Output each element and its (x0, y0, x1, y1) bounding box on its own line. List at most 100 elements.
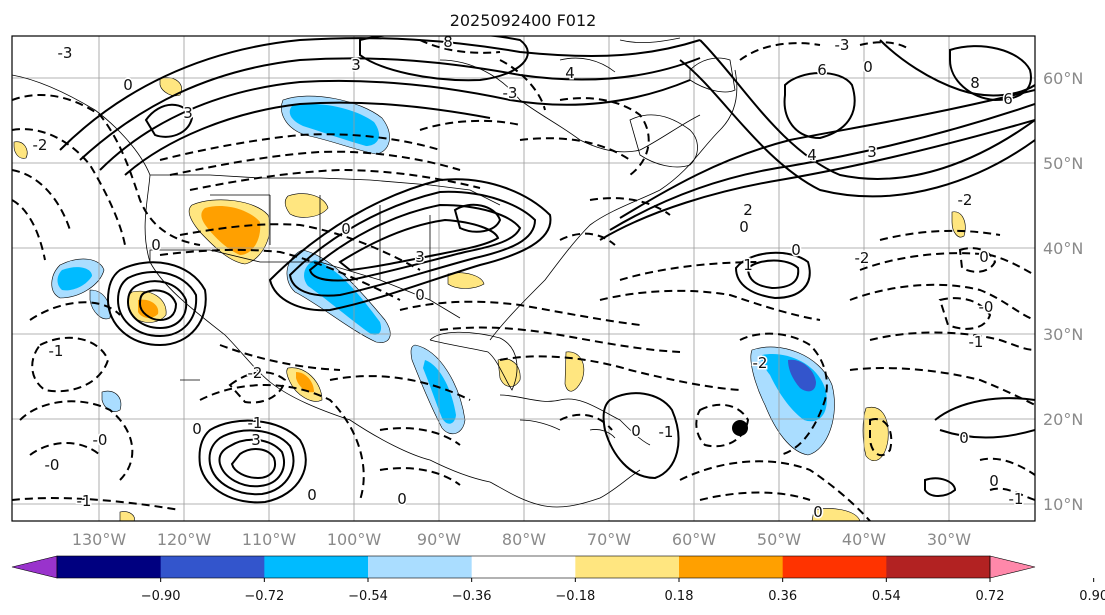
shade-sw-yellow (119, 511, 135, 521)
lat-label: 60°N (1043, 69, 1083, 88)
lat-label: 10°N (1043, 495, 1083, 514)
contour-label: 0 (959, 429, 969, 447)
colorbar-tick-label: −0.18 (555, 589, 595, 604)
contour-label: -3 (58, 44, 73, 62)
contour-label: -1 (248, 414, 263, 432)
lon-label: 70°W (587, 530, 631, 549)
contour-label: 0 (813, 503, 823, 521)
lon-label: 100°W (327, 530, 382, 549)
contour-label: -0 (979, 298, 994, 316)
colorbar-cell (679, 556, 784, 578)
lat-label: 20°N (1043, 410, 1083, 429)
lon-label: 80°W (502, 530, 546, 549)
contour-label: 0 (739, 218, 749, 236)
shade-west-yellow (13, 141, 28, 159)
lon-label: 90°W (417, 530, 461, 549)
colorbar-cell (471, 556, 576, 578)
contour-label: -1 (1009, 490, 1024, 508)
colorbar-cell (782, 556, 887, 578)
lon-label: 110°W (242, 530, 297, 549)
contour-label: 0 (151, 236, 161, 254)
contour-label: 3 (351, 56, 361, 74)
colorbar-cell (264, 556, 369, 578)
latitude-labels: 60°N 50°N 40°N 30°N 20°N 10°N (1043, 69, 1083, 514)
contour-label: 0 (989, 472, 999, 490)
colorbar-tick-label: −0.54 (348, 589, 388, 604)
contour-label: 0 (397, 490, 407, 508)
colorbar-tick-label: 0.18 (665, 589, 694, 604)
colorbar-tick-label: −0.36 (452, 589, 492, 604)
contour-label: -1 (49, 342, 64, 360)
lon-label: 120°W (157, 530, 212, 549)
lat-label: 40°N (1043, 239, 1083, 258)
contour-label: 8 (443, 33, 453, 51)
contour-label: 3 (415, 248, 425, 266)
colorbar-extend-low (11, 555, 58, 579)
lon-label: 30°W (927, 530, 971, 549)
colorbar-cell (575, 556, 680, 578)
contour-label: 0 (341, 220, 351, 238)
lon-label: 60°W (672, 530, 716, 549)
contour-label: -2 (855, 249, 870, 267)
contour-label: -3 (835, 36, 850, 54)
map-title: 2025092400 F012 (450, 11, 597, 30)
shade-plains-yellow (284, 193, 329, 218)
contour-label: -3 (503, 84, 518, 102)
colorbar-frame (56, 555, 991, 579)
contour-label: 0 (863, 58, 873, 76)
colorbar-tick-label: −0.90 (141, 589, 181, 604)
contour-label: 8 (970, 74, 980, 92)
contour-label: 4 (565, 64, 575, 82)
contour-label: -2 (248, 364, 263, 382)
colorbar-extend-high (989, 555, 1036, 579)
contour-label: 6 (817, 61, 827, 79)
contour-label: -2 (958, 191, 973, 209)
lon-label: 40°W (842, 530, 886, 549)
contour-label: -0 (93, 431, 108, 449)
colorbar-cell (57, 556, 162, 578)
shade-caribbean-yellow (564, 351, 585, 392)
contour-label: 0 (415, 286, 425, 304)
colorbar-tick-label: −0.72 (244, 589, 284, 604)
contour-label: -1 (659, 423, 674, 441)
contour-label: 0 (979, 248, 989, 266)
shade-mexico-orange (296, 372, 314, 393)
contour-label: -1 (969, 333, 984, 351)
shade-nw-yellow (159, 77, 182, 97)
contour-label: 0 (123, 76, 133, 94)
lat-label: 30°N (1043, 325, 1083, 344)
contour-label: 0 (307, 486, 317, 504)
lon-label: 50°W (757, 530, 801, 549)
contour-label: 0 (791, 241, 801, 259)
contour-label: -1 (77, 492, 92, 510)
shade-pacific-blue (57, 267, 92, 291)
colorbar-tick-label: 0.90 (1079, 589, 1105, 604)
colorbar-cell (886, 556, 991, 578)
contour-label: 2 (743, 201, 753, 219)
shade-pacific-light-3 (101, 390, 122, 412)
contours (12, 36, 1035, 521)
shade-south-yellow (811, 508, 861, 521)
colorbar-tick-label: 0.36 (768, 589, 797, 604)
lat-label: 50°N (1043, 154, 1083, 173)
shade-east-yellow (447, 272, 485, 289)
shade-pacific-light-2 (89, 289, 111, 320)
shade-florida-yellow (497, 358, 521, 387)
shaded-fields (13, 77, 966, 521)
graticule (12, 36, 1035, 521)
colorbar-cell (368, 556, 473, 578)
lon-label: 130°W (72, 530, 127, 549)
contour-label: 4 (807, 146, 817, 164)
colorbar-tick-label: 0.72 (976, 589, 1005, 604)
colorbar-cell (160, 556, 265, 578)
shade-atlantic-dark (788, 359, 816, 392)
contour-label: 3 (251, 431, 261, 449)
contour-label: -2 (33, 136, 48, 154)
contour-label: -0 (45, 456, 60, 474)
contour-label: 6 (1003, 90, 1013, 108)
contour-label: 1 (743, 256, 753, 274)
contour-label: 0 (631, 422, 641, 440)
